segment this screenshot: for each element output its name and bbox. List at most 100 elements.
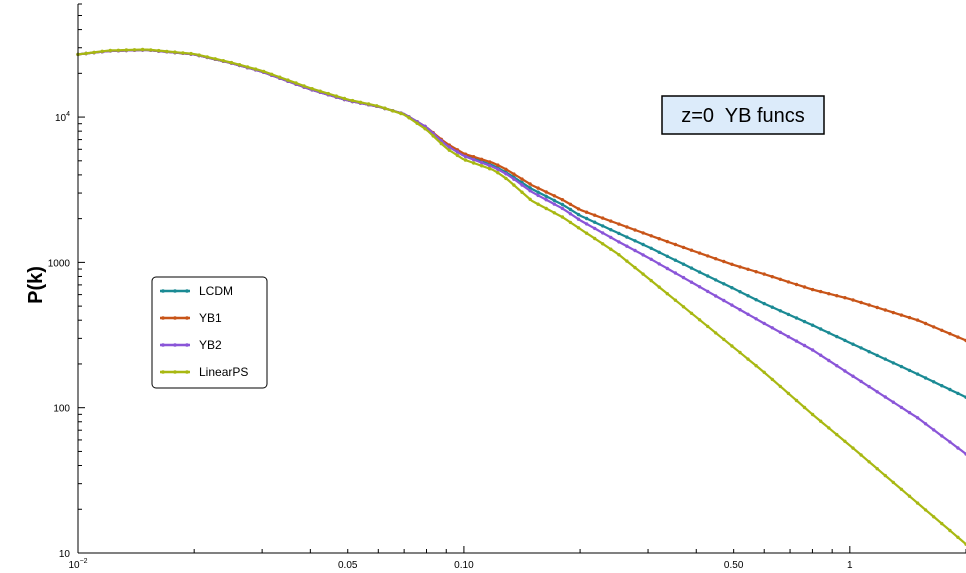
data-point — [843, 369, 847, 373]
data-point — [722, 298, 726, 303]
data-point — [915, 318, 920, 322]
data-point — [116, 48, 121, 52]
data-point — [932, 515, 936, 519]
data-point — [948, 387, 952, 392]
legend-marker — [173, 316, 177, 320]
data-point — [350, 98, 355, 103]
data-point — [875, 390, 879, 394]
data-point — [940, 521, 944, 526]
data-point — [794, 398, 799, 403]
data-point — [576, 207, 581, 211]
legend-marker — [185, 316, 189, 320]
data-point — [641, 242, 645, 247]
data-point — [673, 242, 678, 247]
data-point — [455, 150, 460, 154]
data-point — [165, 49, 169, 54]
data-point — [584, 231, 589, 235]
data-point — [794, 339, 799, 343]
data-point — [649, 257, 653, 261]
data-point — [794, 316, 799, 320]
data-point — [883, 308, 887, 312]
legend-item-lcdm: LCDM — [160, 284, 233, 298]
data-point — [689, 248, 694, 252]
data-point — [375, 104, 379, 108]
x-tick-label: 10−2 — [68, 558, 87, 571]
data-point — [149, 48, 153, 52]
data-point — [601, 216, 605, 220]
data-point — [810, 348, 815, 352]
legend-marker — [173, 370, 177, 374]
data-point — [738, 308, 742, 312]
data-point — [415, 121, 419, 126]
data-point — [576, 212, 581, 217]
data-point — [907, 315, 912, 320]
data-point — [770, 305, 774, 309]
y-tick-label: 104 — [55, 111, 70, 124]
data-point — [334, 94, 338, 98]
data-point — [140, 47, 145, 52]
data-point — [431, 134, 435, 138]
data-point — [544, 194, 548, 198]
data-point — [633, 239, 637, 243]
data-point — [754, 270, 758, 274]
data-point — [455, 153, 460, 158]
data-point — [342, 96, 347, 101]
data-point — [568, 202, 573, 206]
data-point — [770, 326, 774, 330]
data-point — [173, 50, 177, 54]
data-point — [245, 65, 250, 69]
data-point — [819, 327, 823, 331]
data-point — [383, 106, 387, 110]
data-point — [488, 167, 492, 171]
data-point — [568, 220, 573, 225]
x-tick-label: 0.10 — [454, 560, 474, 571]
data-point — [407, 116, 411, 120]
data-point — [157, 48, 161, 53]
data-point — [601, 224, 605, 228]
data-point — [697, 270, 702, 274]
data-point — [891, 310, 895, 315]
data-point — [528, 182, 532, 186]
data-point — [544, 190, 548, 194]
data-point — [560, 198, 565, 202]
data-point — [625, 259, 629, 263]
y-tick-label: 10 — [59, 549, 71, 560]
data-point — [859, 379, 863, 384]
data-point — [536, 186, 540, 190]
data-point — [948, 332, 952, 336]
data-point — [738, 290, 742, 294]
data-point — [189, 51, 193, 56]
data-point — [762, 370, 766, 374]
data-point — [520, 183, 524, 187]
data-point — [520, 190, 524, 194]
data-point — [762, 321, 766, 326]
data-point — [221, 59, 225, 63]
data-point — [940, 328, 944, 332]
data-point — [124, 48, 129, 52]
data-point — [706, 254, 710, 258]
data-point — [641, 253, 645, 257]
series-linearps — [76, 47, 966, 546]
data-point — [899, 405, 904, 410]
data-point — [932, 428, 936, 432]
series-layer — [76, 47, 966, 546]
legend-label: LCDM — [199, 284, 233, 298]
legend-label: YB2 — [199, 338, 222, 352]
legend-marker — [161, 370, 165, 374]
data-point — [932, 325, 936, 329]
data-point — [875, 305, 879, 310]
data-point — [956, 446, 960, 450]
data-point — [714, 257, 718, 261]
data-point — [665, 292, 669, 296]
data-point — [536, 202, 540, 206]
data-point — [609, 228, 613, 232]
data-point — [730, 286, 734, 290]
data-point — [617, 222, 621, 226]
data-point — [552, 211, 556, 215]
data-point — [762, 272, 766, 276]
x-tick-label: 1 — [847, 560, 853, 571]
y-tick-label: 100 — [53, 404, 70, 415]
data-point — [609, 247, 613, 251]
legend-marker — [173, 343, 177, 347]
data-point — [463, 154, 468, 159]
